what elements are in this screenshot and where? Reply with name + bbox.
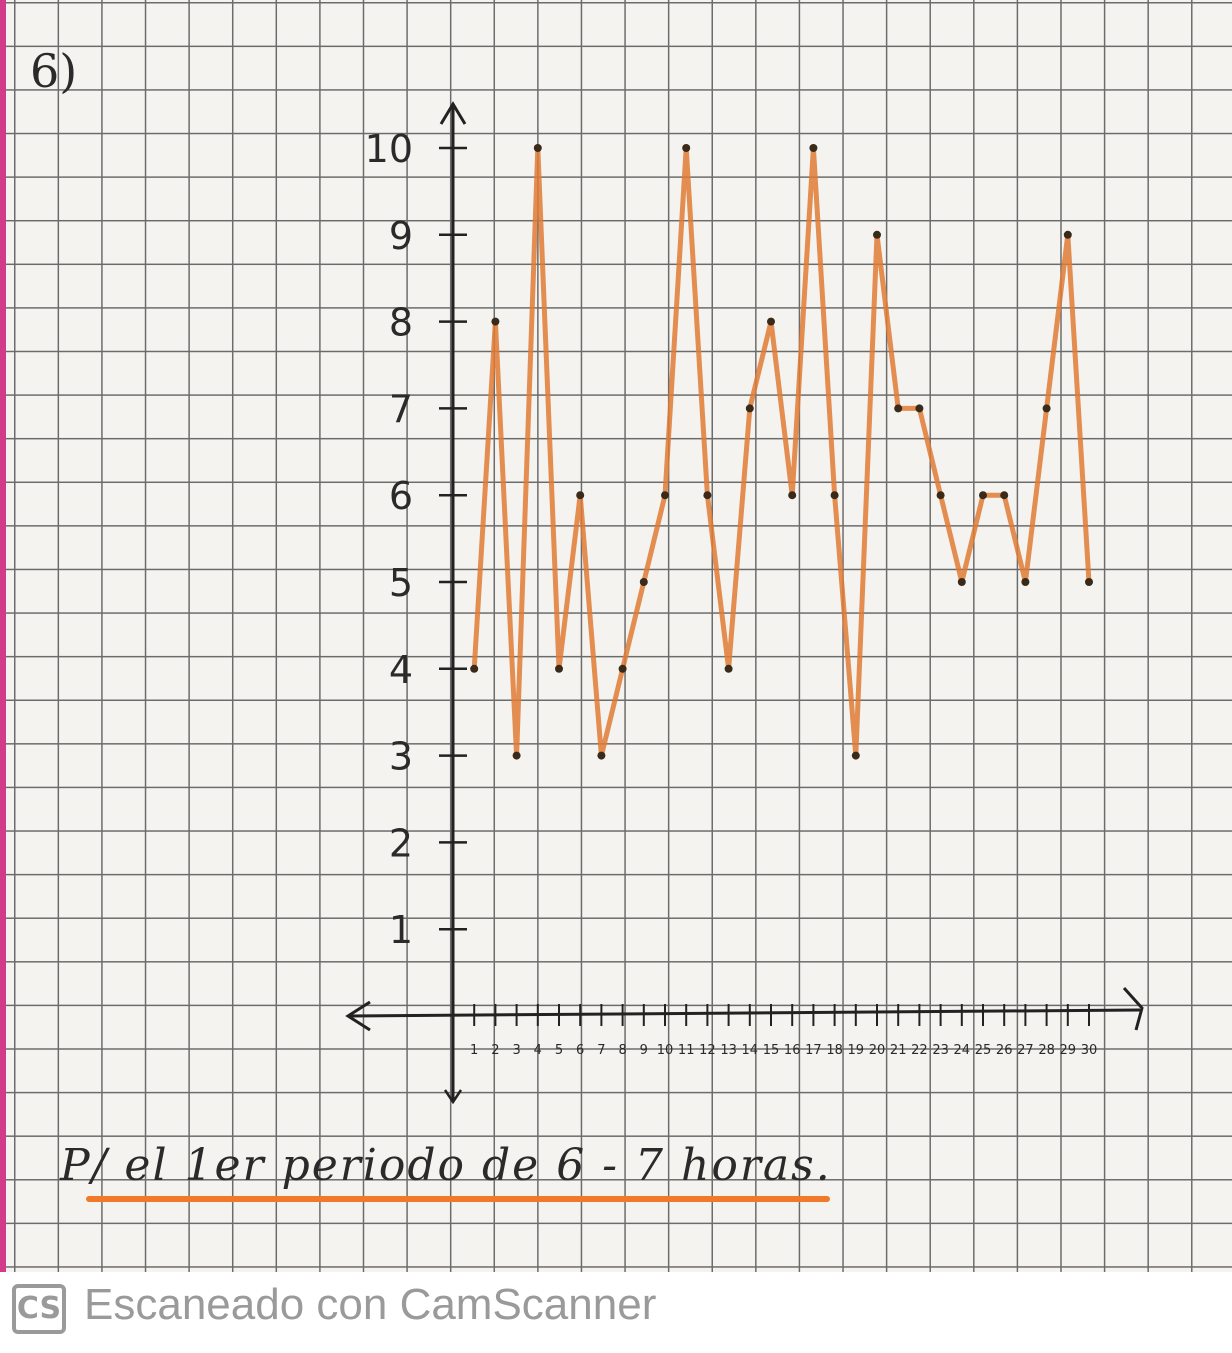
data-point [745, 404, 754, 413]
data-point [873, 230, 881, 239]
data-point [1042, 404, 1051, 413]
y-tick-label: 9 [389, 214, 413, 258]
data-point [767, 317, 775, 326]
y-tick-label: 5 [389, 561, 413, 605]
data-point [618, 664, 627, 673]
data-point [597, 751, 606, 760]
y-tick-label: 7 [389, 387, 413, 431]
data-point [703, 491, 712, 500]
x-axis-line [347, 1008, 1141, 1018]
x-tick-label: 2 [491, 1043, 499, 1058]
data-point [639, 578, 648, 586]
x-tick-label: 17 [805, 1043, 822, 1058]
x-tick-label: 3 [512, 1043, 520, 1058]
data-point [533, 144, 542, 152]
x-tick-label: 14 [742, 1043, 759, 1058]
data-point [1063, 230, 1072, 239]
data-point [724, 664, 733, 673]
data-point [1021, 578, 1030, 586]
x-tick-label: 20 [869, 1043, 886, 1058]
x-axis-left-arrow-icon [345, 1000, 371, 1032]
footer-watermark-text: Escaneado con CamScanner [84, 1280, 657, 1329]
data-point [851, 751, 860, 760]
x-tick-label: 8 [618, 1043, 626, 1058]
chart-axes [345, 101, 1144, 1105]
caption-underline [86, 1196, 830, 1202]
x-tick-label: 16 [784, 1043, 801, 1058]
camscanner-logo-icon: CS [12, 1284, 66, 1334]
margin-line [0, 0, 6, 1272]
y-axis-ticks: 1 2 3 4 5 6 7 8 9 10 [365, 127, 467, 952]
x-tick-label: 10 [657, 1043, 674, 1058]
data-point [491, 317, 500, 326]
data-point [576, 491, 585, 500]
x-tick-label: 18 [826, 1043, 843, 1058]
data-point [470, 664, 479, 673]
graph-paper: 6) 1 2 3 4 5 6 7 8 9 10 1 2 3 4 5 6 7 8 9 10 11 12 13 14 15 16 17… [0, 0, 1232, 1272]
x-tick-label: 30 [1081, 1043, 1098, 1058]
x-tick-label: 6 [576, 1043, 584, 1058]
y-tick-label: 3 [389, 735, 413, 779]
data-points [470, 144, 1093, 760]
x-tick-label: 26 [996, 1043, 1013, 1058]
y-axis-arrow-icon [439, 101, 467, 125]
y-axis-down-arrow-icon [443, 1089, 463, 1105]
x-axis-ticks: 1 2 3 4 5 6 7 8 9 10 11 12 13 14 15 16 17 18 19 20 21 22 23 24 2… [470, 1004, 1097, 1058]
x-tick-label: 28 [1038, 1043, 1055, 1058]
x-tick-label: 24 [954, 1043, 971, 1058]
x-tick-label: 21 [890, 1043, 907, 1058]
x-tick-label: 22 [911, 1043, 928, 1058]
series-line [471, 147, 1092, 757]
data-point [830, 491, 839, 500]
data-point [957, 578, 966, 586]
y-tick-label: 10 [365, 127, 413, 171]
data-point [1000, 491, 1009, 500]
data-point [809, 144, 818, 152]
data-point [979, 491, 987, 500]
data-point [936, 491, 945, 500]
data-point [661, 491, 669, 500]
data-point [788, 491, 797, 500]
x-tick-label: 13 [720, 1043, 737, 1058]
data-series [471, 147, 1092, 757]
x-tick-label: 4 [534, 1043, 542, 1058]
y-tick-label: 1 [389, 908, 413, 952]
x-tick-label: 1 [470, 1043, 478, 1058]
x-tick-label: 27 [1017, 1043, 1034, 1058]
x-tick-label: 29 [1060, 1043, 1077, 1058]
x-tick-label: 15 [763, 1043, 780, 1058]
y-tick-label: 4 [389, 648, 413, 692]
data-point [894, 404, 903, 413]
data-point [555, 664, 563, 673]
chart-caption: P/ el 1er periodo de 6 - 7 horas. [60, 1140, 832, 1191]
x-tick-label: 9 [640, 1043, 648, 1058]
x-tick-label: 25 [975, 1043, 992, 1058]
x-tick-label: 19 [848, 1043, 865, 1058]
x-tick-label: 23 [932, 1043, 949, 1058]
x-tick-label: 12 [699, 1043, 716, 1058]
y-tick-label: 6 [389, 474, 413, 518]
data-point [915, 404, 924, 413]
x-tick-label: 7 [597, 1043, 605, 1058]
y-tick-label: 8 [389, 301, 413, 345]
x-tick-label: 5 [555, 1043, 563, 1058]
y-tick-label: 2 [389, 821, 413, 865]
scanner-footer: CS Escaneado con CamScanner [0, 1272, 1232, 1353]
data-point [512, 751, 521, 760]
x-axis-right-arrow-icon [1122, 986, 1144, 1031]
x-tick-label: 11 [678, 1043, 695, 1058]
exercise-number: 6) [30, 44, 78, 98]
data-point [682, 144, 691, 152]
data-point [1085, 578, 1093, 586]
